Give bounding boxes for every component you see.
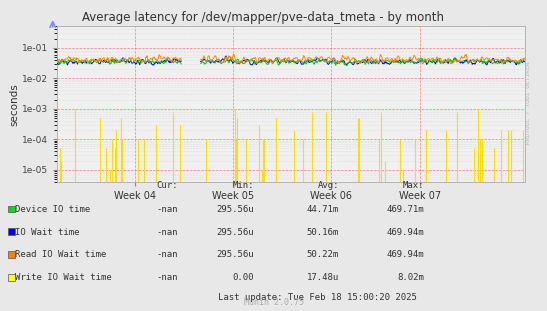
Text: Average latency for /dev/mapper/pve-data_tmeta - by month: Average latency for /dev/mapper/pve-data… xyxy=(82,11,444,24)
Text: 0.00: 0.00 xyxy=(233,273,254,282)
Text: 17.48u: 17.48u xyxy=(307,273,339,282)
Text: Avg:: Avg: xyxy=(318,181,339,190)
Y-axis label: seconds: seconds xyxy=(9,83,20,126)
Text: 50.16m: 50.16m xyxy=(307,228,339,236)
Text: Munin 2.0.75: Munin 2.0.75 xyxy=(243,298,304,307)
Text: Read IO Wait time: Read IO Wait time xyxy=(15,250,107,259)
Text: Max:: Max: xyxy=(403,181,424,190)
Text: 469.94m: 469.94m xyxy=(386,228,424,236)
Text: RRDTOOL / TOBI OETIKER: RRDTOOL / TOBI OETIKER xyxy=(525,61,531,144)
Text: Write IO Wait time: Write IO Wait time xyxy=(15,273,112,282)
Text: Cur:: Cur: xyxy=(156,181,178,190)
Text: 50.22m: 50.22m xyxy=(307,250,339,259)
Text: -nan: -nan xyxy=(156,250,178,259)
Text: 44.71m: 44.71m xyxy=(307,205,339,214)
Text: 295.56u: 295.56u xyxy=(217,250,254,259)
Text: -nan: -nan xyxy=(156,273,178,282)
Text: 8.02m: 8.02m xyxy=(397,273,424,282)
Text: Device IO time: Device IO time xyxy=(15,205,91,214)
Text: Min:: Min: xyxy=(233,181,254,190)
Text: -nan: -nan xyxy=(156,228,178,236)
Text: IO Wait time: IO Wait time xyxy=(15,228,80,236)
Text: -nan: -nan xyxy=(156,205,178,214)
Text: Last update: Tue Feb 18 15:00:20 2025: Last update: Tue Feb 18 15:00:20 2025 xyxy=(218,293,417,302)
Text: 295.56u: 295.56u xyxy=(217,228,254,236)
Text: 469.94m: 469.94m xyxy=(386,250,424,259)
Text: 469.71m: 469.71m xyxy=(386,205,424,214)
Text: 295.56u: 295.56u xyxy=(217,205,254,214)
